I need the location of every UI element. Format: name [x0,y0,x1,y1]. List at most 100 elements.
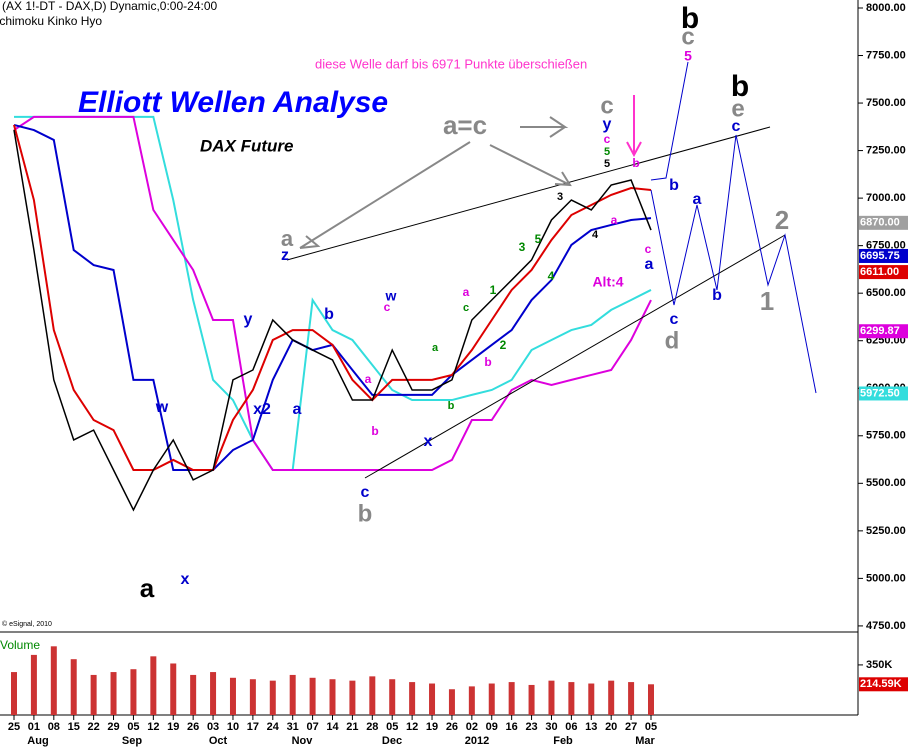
price-marker [859,215,908,230]
volume-marker [859,677,908,692]
volume-bar [369,676,376,715]
volume-bar [50,646,57,715]
volume-bar [329,679,336,715]
volume-bar [150,656,157,715]
wave-label: a [281,226,294,251]
y-tick-label: 6750.00 [866,240,906,252]
volume-bar [528,684,535,715]
projection-line [650,61,689,181]
volume-bar [448,689,455,715]
volume-bar [269,680,276,715]
price-marker [859,265,908,280]
x-tick-label: 08 [48,721,60,733]
volume-bar [229,677,236,715]
wave-label: c [681,23,694,50]
arrow [299,235,321,249]
price-marker-label: 6611.00 [860,266,899,278]
x-tick-label: 29 [107,721,119,733]
wave-label: b [731,70,749,103]
series-line [13,124,652,472]
wave-label: 5 [604,158,610,170]
x-tick-label: 17 [247,721,259,733]
wave-label: y [244,311,253,328]
x-tick-label: 13 [585,721,597,733]
volume-bar [588,683,595,715]
wave-label: y [603,116,612,133]
wave-label: a [611,213,618,227]
wave-label: e [731,95,744,122]
price-marker-label: 6299.87 [860,325,900,337]
chart-title: Elliott Wellen Analyse [78,86,388,119]
y-tick-label: 8000.00 [866,2,906,14]
month-label: Dec [382,735,402,747]
x-tick-label: 28 [366,721,378,733]
x-tick-label: 22 [88,721,100,733]
y-tick-label: 5000.00 [866,572,906,584]
x-tick-label: 31 [287,721,299,733]
wave-label: a [432,342,439,354]
y-tick-label: 5750.00 [866,430,906,442]
wave-label: 5 [684,48,692,64]
wave-label: c [732,118,741,135]
wave-label: w [155,399,169,416]
x-tick-label: 06 [565,721,577,733]
y-tick-label: 7000.00 [866,192,906,204]
x-tick-label: 07 [306,721,318,733]
month-label: Aug [27,735,48,747]
y-tick-label: 4750.00 [866,620,906,632]
month-label: Nov [292,735,314,747]
wave-label: b [632,156,639,170]
wave-label: c [361,484,370,501]
volume-bar [210,672,217,715]
x-tick-label: 26 [446,721,458,733]
wave-label: c [604,132,611,146]
volume-bar [309,677,316,715]
wave-label: w [385,288,397,304]
wave-label: 4 [592,229,599,241]
note: diese Welle darf bis 6971 Punkte übersch… [315,56,587,71]
wave-label: c [670,311,679,328]
wave-label: d [665,327,680,354]
x-tick-label: 19 [167,721,179,733]
wave-label: 3 [519,240,526,254]
volume-bar [11,672,17,715]
volume-bar [30,654,37,715]
series-line [13,115,652,472]
month-label: Mar [635,735,655,747]
wave-label: z [281,247,289,264]
x-tick-label: 30 [545,721,557,733]
wave-label: a [645,256,654,273]
wave-label: c [463,302,469,314]
header: (AX 1!-DT - DAX,D) Dynamic,0:00-24:00 [2,0,218,13]
x-tick-label: 27 [625,721,637,733]
volume-bar [289,674,296,715]
wave-label: b [712,287,722,304]
price-marker-label: 6870.00 [860,217,900,229]
x-tick-label: 19 [426,721,438,733]
y-tick-label: 7500.00 [866,97,906,109]
x-tick-label: 20 [605,721,617,733]
y-tick-label: 6500.00 [866,287,906,299]
wave-label: 4 [548,269,555,283]
x-tick-label: 15 [68,721,80,733]
x-tick-label: 01 [28,721,40,733]
wave-label: c [384,300,391,314]
month-label: Sep [122,735,142,747]
x-tick-label: 05 [386,721,398,733]
projection-line [650,134,817,394]
x-tick-label: 09 [486,721,498,733]
wave-label: b [669,177,679,194]
marks [11,115,654,715]
wave-label: c [600,92,613,119]
x-tick-label: 05 [645,721,657,733]
volume-bar [648,684,654,715]
volume-bar [508,682,515,715]
x-tick-label: 02 [466,721,478,733]
wave-label: b [484,355,491,369]
price-marker [859,386,908,401]
wave-label: Alt:4 [592,274,623,290]
arrow [554,171,572,187]
wave-label: a [293,401,302,418]
wave-label: 5 [604,146,610,158]
volume-bar [628,682,635,715]
